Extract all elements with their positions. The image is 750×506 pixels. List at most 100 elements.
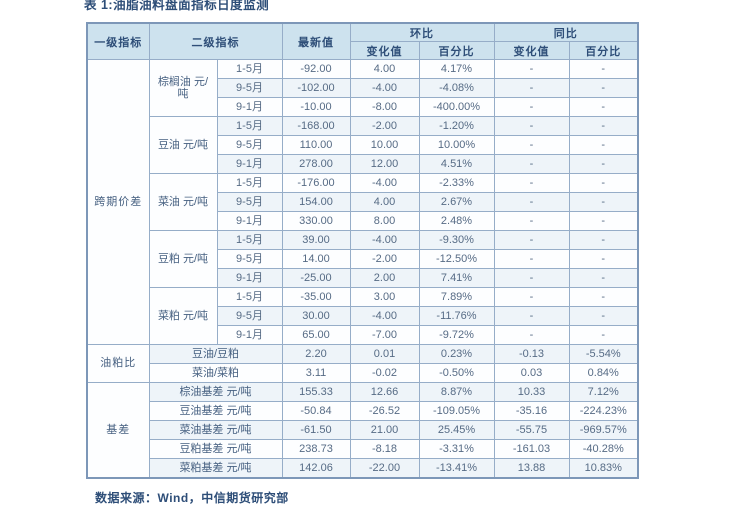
table-row: 基差 棕油基差 元/吨 155.33 12.66 8.87% 10.33 7.12%	[86, 382, 639, 479]
contract-month-cell: 9-1月	[216, 154, 283, 174]
data-source-note: 数据来源：Wind，中信期货研究部	[95, 491, 289, 505]
latest-value-cell: 238.73	[281, 439, 351, 459]
header-level2-indicator: 二级指标	[148, 22, 283, 60]
latest-value-cell: -25.00	[281, 268, 351, 288]
mom-pct-cell: 7.41%	[418, 268, 495, 288]
level2-indicator-cell: 菜油/菜粕	[148, 363, 283, 383]
latest-value-cell: -92.00	[281, 59, 351, 79]
mom-pct-cell: 4.17%	[418, 59, 495, 79]
table-row: 9-1月 278.00 12.00 4.51% - -	[87, 154, 639, 174]
mom-change-cell: 8.00	[349, 211, 420, 231]
latest-value-cell: 39.00	[281, 230, 351, 250]
yoy-pct-cell: -	[568, 116, 639, 136]
mom-pct-cell: 25.45%	[418, 420, 495, 440]
yoy-change-cell: -	[493, 230, 570, 250]
latest-value-cell: -35.00	[281, 287, 351, 307]
mom-change-cell: 21.00	[349, 420, 420, 440]
mom-change-cell: -4.00	[349, 306, 420, 326]
level2-indicator-cell: 菜粕基差 元/吨	[148, 458, 283, 479]
mom-pct-cell: -0.50%	[418, 363, 495, 383]
mom-change-cell: -8.18	[349, 439, 420, 459]
header-yoy: 同比	[493, 22, 639, 42]
level2-indicator-cell: 豆油基差 元/吨	[148, 401, 283, 421]
yoy-pct-cell: -5.54%	[568, 344, 639, 364]
contract-month-cell: 9-1月	[216, 268, 283, 288]
mom-change-cell: -22.00	[349, 458, 420, 479]
mom-pct-cell: -109.05%	[418, 401, 495, 421]
latest-value-cell: 154.00	[281, 192, 351, 212]
yoy-pct-cell: 7.12%	[568, 382, 639, 402]
yoy-pct-cell: -	[568, 78, 639, 98]
level1-indicator-cell: 跨期价差	[86, 59, 150, 345]
yoy-change-cell: -	[493, 97, 570, 117]
latest-value-cell: 3.11	[281, 363, 351, 383]
latest-value-cell: 278.00	[281, 154, 351, 174]
mom-change-cell: 0.01	[349, 344, 420, 364]
level2-group-label-cell: 菜粕 元/吨	[148, 287, 218, 345]
table-row: 豆粕基差 元/吨 238.73 -8.18 -3.31% -161.03 -40.28%	[87, 439, 639, 459]
mom-pct-cell: -13.41%	[418, 458, 495, 479]
table-row: 菜油基差 元/吨 -61.50 21.00 25.45% -55.75 -969.57%	[87, 420, 639, 440]
yoy-pct-cell: -224.23%	[568, 401, 639, 421]
table-row: 豆油 元/吨 1-5月 -168.00 -2.00 -1.20% - -	[87, 116, 639, 174]
table-row: 菜油 元/吨 1-5月 -176.00 -4.00 -2.33% - -	[87, 173, 639, 231]
mom-change-cell: 4.00	[349, 192, 420, 212]
yoy-pct-cell: -	[568, 306, 639, 326]
level2-group-label-cell: 豆粕 元/吨	[148, 230, 218, 288]
contract-month-cell: 9-5月	[216, 135, 283, 155]
yoy-change-cell: -	[493, 192, 570, 212]
contract-month-cell: 9-5月	[216, 249, 283, 269]
yoy-pct-cell: -	[568, 192, 639, 212]
table-row: 豆油基差 元/吨 -50.84 -26.52 -109.05% -35.16 -224.2…	[87, 401, 639, 421]
header-row-2: 变化值 百分比 变化值 百分比	[87, 41, 639, 60]
mom-pct-cell: -1.20%	[418, 116, 495, 136]
mom-pct-cell: -9.72%	[418, 325, 495, 345]
mom-pct-cell: -3.31%	[418, 439, 495, 459]
latest-value-cell: 110.00	[281, 135, 351, 155]
yoy-pct-cell: -	[568, 173, 639, 193]
yoy-change-cell: -	[493, 306, 570, 326]
yoy-change-cell: -	[493, 78, 570, 98]
mom-change-cell: -4.00	[349, 173, 420, 193]
contract-month-cell: 1-5月	[216, 59, 283, 79]
yoy-change-cell: -	[493, 211, 570, 231]
yoy-change-cell: 0.03	[493, 363, 570, 383]
contract-month-cell: 1-5月	[216, 173, 283, 193]
mom-pct-cell: 2.48%	[418, 211, 495, 231]
yoy-change-cell: -161.03	[493, 439, 570, 459]
mom-pct-cell: -11.76%	[418, 306, 495, 326]
yoy-change-cell: -	[493, 135, 570, 155]
table-row: 豆粕 元/吨 1-5月 39.00 -4.00 -9.30% - -	[87, 230, 639, 288]
header-latest-value: 最新值	[281, 22, 351, 60]
latest-value-cell: -102.00	[281, 78, 351, 98]
contract-month-cell: 1-5月	[216, 230, 283, 250]
yoy-pct-cell: -	[568, 249, 639, 269]
latest-value-cell: 65.00	[281, 325, 351, 345]
mom-pct-cell: -9.30%	[418, 230, 495, 250]
yoy-pct-cell: -	[568, 59, 639, 79]
latest-value-cell: -168.00	[281, 116, 351, 136]
yoy-pct-cell: -40.28%	[568, 439, 639, 459]
mom-change-cell: 2.00	[349, 268, 420, 288]
header-level1-indicator: 一级指标	[86, 22, 150, 60]
table-row: 9-5月 14.00 -2.00 -12.50% - -	[87, 249, 639, 269]
latest-value-cell: 330.00	[281, 211, 351, 231]
mom-pct-cell: -400.00%	[418, 97, 495, 117]
contract-month-cell: 9-1月	[216, 325, 283, 345]
mom-pct-cell: 4.51%	[418, 154, 495, 174]
header-mom: 环比	[349, 22, 495, 42]
yoy-pct-cell: -	[568, 268, 639, 288]
yoy-change-cell: -55.75	[493, 420, 570, 440]
latest-value-cell: -50.84	[281, 401, 351, 421]
level1-indicator-cell: 基差	[86, 382, 150, 479]
level2-group-label-cell: 棕榈油 元/吨	[148, 59, 218, 117]
contract-month-cell: 9-5月	[216, 306, 283, 326]
mom-pct-cell: 0.23%	[418, 344, 495, 364]
mom-pct-cell: -12.50%	[418, 249, 495, 269]
mom-pct-cell: 7.89%	[418, 287, 495, 307]
latest-value-cell: 155.33	[281, 382, 351, 402]
latest-value-cell: 2.20	[281, 344, 351, 364]
mom-change-cell: -8.00	[349, 97, 420, 117]
yoy-change-cell: -	[493, 249, 570, 269]
yoy-change-cell: -	[493, 325, 570, 345]
